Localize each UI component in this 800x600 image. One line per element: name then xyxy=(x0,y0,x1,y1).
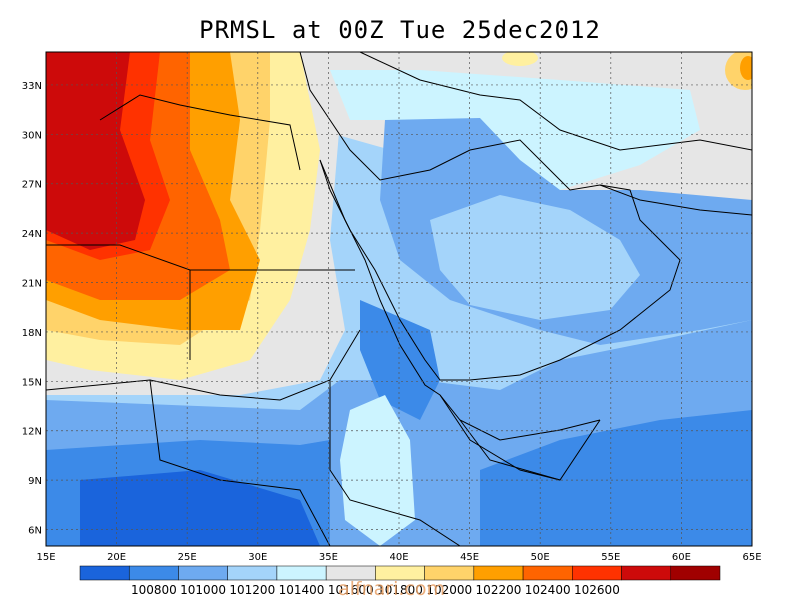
colorbar-label: 101000 xyxy=(180,583,226,597)
coastlines-borders xyxy=(46,52,752,546)
colorbar-label: 101400 xyxy=(279,583,325,597)
colorbar-swatch xyxy=(670,565,721,581)
lon-tick-label: 50E xyxy=(531,552,550,563)
colorbar-labels: 100800 101000 101200 101400 101600 101800 1020… xyxy=(131,583,620,597)
pressure-patch-north xyxy=(502,52,538,66)
colorbar-label: 102400 xyxy=(525,583,571,597)
colorbar-swatch xyxy=(276,565,327,581)
lat-tick-label: 9N xyxy=(28,476,42,487)
lat-tick-label: 21N xyxy=(22,279,42,290)
colorbar-swatch xyxy=(473,565,524,581)
lon-tick-label: 35E xyxy=(319,552,338,563)
lon-tick-label: 25E xyxy=(178,552,197,563)
colorbar-swatch xyxy=(621,565,672,581)
colorbar-swatch xyxy=(227,565,278,581)
pressure-band-101000-red-sea xyxy=(360,300,440,420)
colorbar-label: 100800 xyxy=(131,583,177,597)
lat-lon-grid xyxy=(46,52,752,546)
pressure-band-101000-east xyxy=(480,410,752,546)
lat-tick-label: 12N xyxy=(22,427,42,438)
lat-tick-label: 30N xyxy=(22,130,42,141)
pressure-patch-ne-core xyxy=(740,56,752,80)
lon-tick-label: 30E xyxy=(248,552,267,563)
lon-tick-label: 55E xyxy=(601,552,620,563)
lon-tick-label: 40E xyxy=(389,552,408,563)
lon-tick-label: 60E xyxy=(672,552,691,563)
pressure-band-101600-ethiopia xyxy=(340,395,415,546)
colorbar-swatch xyxy=(522,565,573,581)
lat-tick-label: 24N xyxy=(22,229,42,240)
lat-tick-label: 33N xyxy=(22,81,42,92)
pressure-band-100800-west xyxy=(80,470,320,546)
pressure-band-101400-north xyxy=(330,70,700,190)
lon-tick-label: 45E xyxy=(460,552,479,563)
lon-tick-label: 65E xyxy=(742,552,761,563)
longitude-labels: 15E 20E 25E 30E 35E 40E 45E 50E 55E 60E 65E xyxy=(36,552,761,563)
lat-tick-label: 6N xyxy=(28,526,42,537)
map-title: PRMSL at 00Z Tue 25dec2012 xyxy=(199,16,601,44)
latitude-labels: 33N 30N 27N 24N 21N 18N 15N 12N 9N 6N xyxy=(22,81,42,537)
colorbar-label: 102000 xyxy=(426,583,472,597)
lon-tick-label: 15E xyxy=(36,552,55,563)
colorbar-swatch xyxy=(79,565,130,581)
colorbar-label: 101800 xyxy=(377,583,423,597)
colorbar-swatch xyxy=(128,565,179,581)
colorbar xyxy=(79,565,721,581)
pressure-fill-layers xyxy=(46,52,752,546)
colorbar-label: 102200 xyxy=(476,583,522,597)
colorbar-swatch xyxy=(178,565,228,581)
lat-tick-label: 18N xyxy=(22,328,42,339)
colorbar-label: 101200 xyxy=(229,583,275,597)
watermark-text: alfnari.com xyxy=(338,578,446,600)
colorbar-label: 101600 xyxy=(328,583,374,597)
lat-tick-label: 15N xyxy=(22,377,42,388)
map-frame xyxy=(45,51,753,547)
lon-tick-label: 20E xyxy=(107,552,126,563)
pressure-band-101400-arabia xyxy=(430,195,640,320)
lat-tick-label: 27N xyxy=(22,180,42,191)
colorbar-swatch xyxy=(572,565,622,581)
pressure-band-102700 xyxy=(46,52,145,250)
colorbar-label: 102600 xyxy=(574,583,620,597)
